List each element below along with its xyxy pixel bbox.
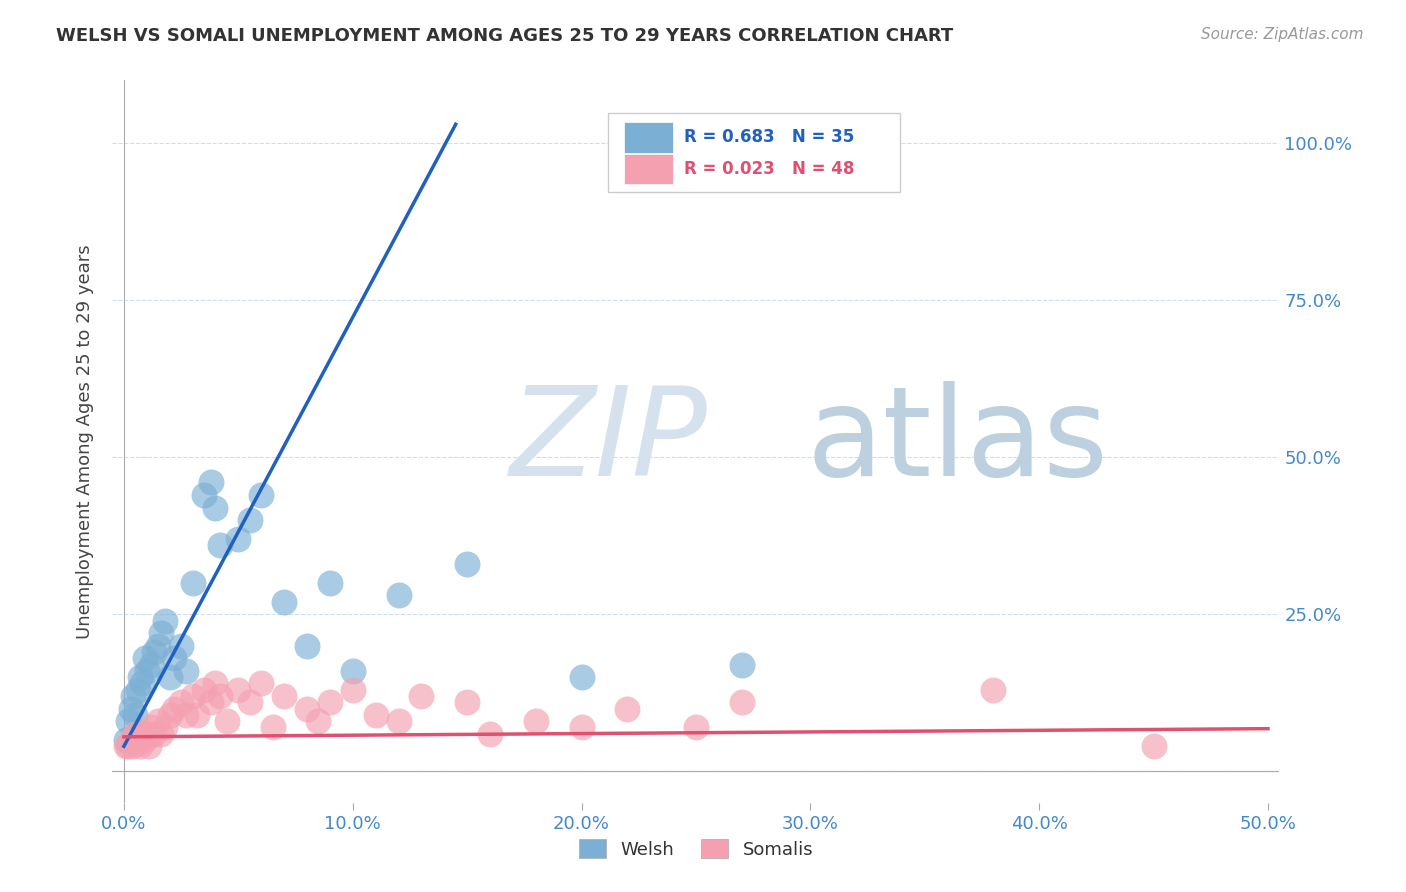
Point [122,739,145,754]
Point [131,727,153,741]
Point [141,720,163,734]
Point [124,727,146,741]
Point [159,670,181,684]
Point [731,695,754,709]
Point [120,733,142,747]
Point [200,475,222,490]
Point [387,589,409,603]
Point [364,707,387,722]
Point [163,651,186,665]
Point [124,707,146,722]
Legend: Welsh, Somalis: Welsh, Somalis [571,832,821,866]
Point [135,727,157,741]
Point [273,595,295,609]
Point [127,682,149,697]
Point [142,645,165,659]
Point [983,682,1005,697]
Point [129,670,152,684]
Point [456,557,478,571]
Point [149,626,172,640]
Point [181,575,204,590]
Point [342,682,364,697]
Point [342,664,364,678]
Point [685,720,707,734]
Point [120,701,142,715]
Point [319,575,342,590]
Point [131,676,153,690]
Point [122,689,145,703]
Point [262,720,284,734]
Point [411,689,433,703]
Point [174,707,197,722]
Point [138,739,160,754]
Point [250,488,273,502]
Point [273,689,295,703]
Point [134,733,156,747]
Point [174,664,197,678]
Point [295,639,318,653]
Point [149,727,172,741]
Point [115,739,138,754]
Text: R = 0.683   N = 35: R = 0.683 N = 35 [685,128,855,145]
Point [250,676,273,690]
Point [239,513,262,527]
Point [153,720,176,734]
Point [295,701,318,715]
Text: Source: ZipAtlas.com: Source: ZipAtlas.com [1201,27,1364,42]
Text: ZIP: ZIP [509,381,707,502]
Text: R = 0.023   N = 48: R = 0.023 N = 48 [685,161,855,178]
Point [200,695,222,709]
Point [117,739,139,754]
Point [456,695,478,709]
FancyBboxPatch shape [624,122,672,153]
Text: atlas: atlas [807,381,1109,502]
Point [127,733,149,747]
Point [215,714,238,728]
Point [307,714,329,728]
Point [1142,739,1164,754]
Point [193,488,215,502]
Point [524,714,547,728]
Y-axis label: Unemployment Among Ages 25 to 29 years: Unemployment Among Ages 25 to 29 years [76,244,94,639]
Point [153,614,176,628]
Point [193,682,215,697]
Point [170,695,193,709]
Point [204,676,226,690]
Point [208,538,231,552]
Point [731,657,754,672]
Point [239,695,262,709]
Point [135,664,157,678]
FancyBboxPatch shape [624,154,672,185]
Point [115,733,138,747]
Point [204,500,226,515]
Point [148,639,170,653]
Point [181,689,204,703]
Point [141,657,163,672]
Point [228,682,250,697]
Point [479,727,502,741]
Point [186,707,208,722]
Point [571,670,593,684]
Point [159,707,181,722]
Point [228,532,250,546]
Point [387,714,409,728]
Point [571,720,593,734]
Point [163,701,186,715]
Text: WELSH VS SOMALI UNEMPLOYMENT AMONG AGES 25 TO 29 YEARS CORRELATION CHART: WELSH VS SOMALI UNEMPLOYMENT AMONG AGES … [56,27,953,45]
Point [148,714,170,728]
FancyBboxPatch shape [609,112,900,193]
Point [208,689,231,703]
Point [142,727,165,741]
Point [129,739,152,754]
Point [616,701,638,715]
Point [134,651,156,665]
Point [170,639,193,653]
Point [319,695,342,709]
Point [117,714,139,728]
